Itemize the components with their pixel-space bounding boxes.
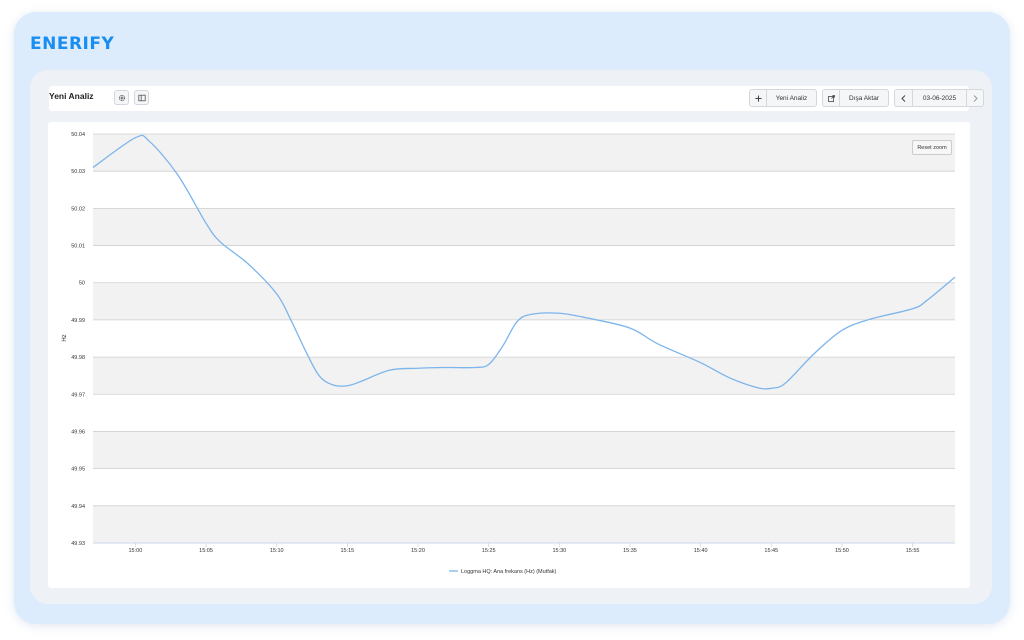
y-axis-ticks: 50.04 50.03 50.02 50.01 50 49.99 49.98 49.97 49.… — [71, 132, 85, 547]
app-frame: ENERIFY Yeni Analiz Yeni Anali — [14, 12, 1010, 624]
x-tick-label: 15:10 — [270, 548, 284, 554]
date-label[interactable]: 03-06-2025 — [912, 90, 966, 106]
chart-legend[interactable]: Loggma HQ: Ana frekans (Hz) (Mutfak) — [449, 569, 557, 575]
x-tick-label: 15:25 — [482, 548, 496, 554]
gear-icon — [118, 94, 126, 102]
y-tick-label: 50.02 — [71, 206, 85, 212]
y-tick-label: 49.96 — [71, 429, 85, 435]
x-tick-label: 15:55 — [906, 548, 920, 554]
plot-band — [93, 134, 955, 172]
plot-band — [93, 431, 955, 469]
y-tick-label: 49.93 — [71, 541, 85, 547]
y-axis-title: Hz — [62, 334, 68, 341]
layout-button[interactable] — [134, 90, 149, 105]
legend-label: Loggma HQ: Ana frekans (Hz) (Mutfak) — [461, 569, 557, 575]
export-icon — [823, 90, 839, 106]
y-tick-label: 49.95 — [71, 467, 85, 473]
plot-bands — [93, 134, 955, 543]
plot-band — [93, 505, 955, 543]
plot-band — [93, 282, 955, 320]
plus-icon — [750, 90, 766, 106]
x-tick-label: 15:00 — [129, 548, 143, 554]
frequency-line-chart[interactable]: 50.04 50.03 50.02 50.01 50 49.99 49.98 49.97 49.… — [48, 122, 970, 588]
export-button[interactable]: Dışa Aktar — [822, 89, 889, 107]
brand-logo: ENERIFY — [30, 34, 115, 54]
y-tick-label: 50.04 — [71, 132, 85, 138]
chevron-left-icon — [901, 94, 906, 102]
y-tick-label: 49.97 — [71, 392, 85, 398]
chart-card: 50.04 50.03 50.02 50.01 50 49.99 49.98 49.97 49.… — [48, 122, 970, 588]
x-tick-label: 15:40 — [694, 548, 708, 554]
y-tick-label: 49.94 — [71, 504, 85, 510]
analysis-title: Yeni Analiz — [49, 91, 94, 101]
reset-zoom-button[interactable]: Reset zoom — [912, 140, 952, 155]
x-tick-label: 15:30 — [552, 548, 566, 554]
x-tick-label: 15:35 — [623, 548, 637, 554]
new-analysis-label: Yeni Analiz — [766, 90, 816, 106]
next-date-button[interactable] — [966, 90, 983, 106]
x-tick-label: 15:15 — [340, 548, 354, 554]
x-tick-label: 15:50 — [835, 548, 849, 554]
prev-date-button[interactable] — [895, 90, 912, 106]
x-axis-ticks: 15:00 15:05 15:10 15:15 15:20 15:25 15:30 15:35… — [93, 542, 955, 554]
y-tick-label: 49.99 — [71, 318, 85, 324]
series-layer — [92, 134, 956, 390]
x-tick-label: 15:45 — [764, 548, 778, 554]
y-tick-label: 49.98 — [71, 355, 85, 361]
y-tick-label: 50 — [79, 281, 85, 287]
series-line[interactable] — [92, 134, 956, 390]
plot-band — [93, 208, 955, 246]
analysis-panel: Yeni Analiz Yeni Analiz — [30, 70, 992, 604]
new-analysis-button[interactable]: Yeni Analiz — [749, 89, 817, 107]
settings-button[interactable] — [114, 90, 129, 105]
x-tick-label: 15:05 — [199, 548, 213, 554]
export-label: Dışa Aktar — [839, 90, 888, 106]
analysis-toolbar: Yeni Analiz Yeni Analiz — [49, 86, 984, 111]
chevron-right-icon — [973, 94, 978, 102]
panel-layout-icon — [138, 94, 146, 102]
y-tick-label: 50.01 — [71, 244, 85, 250]
plot-band — [93, 357, 955, 395]
y-tick-label: 50.03 — [71, 169, 85, 175]
x-tick-label: 15:20 — [411, 548, 425, 554]
gridlines — [93, 133, 955, 544]
date-selector: 03-06-2025 — [894, 89, 984, 107]
